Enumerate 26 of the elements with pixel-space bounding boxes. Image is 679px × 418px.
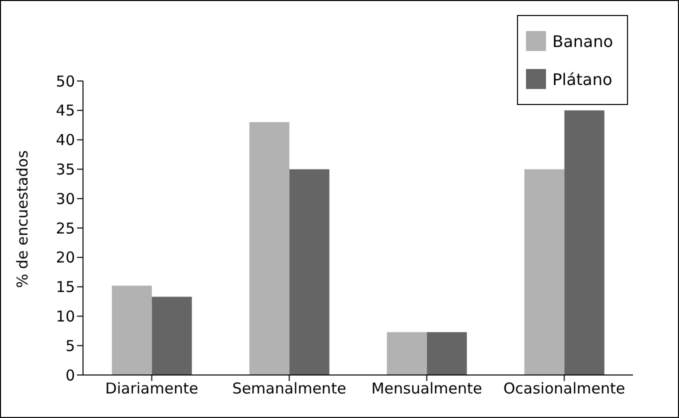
x-tick-label: Diariamente [105, 380, 198, 398]
bar [426, 332, 467, 375]
x-tick-label: Ocasionalmente [503, 380, 626, 398]
bar [386, 332, 427, 375]
y-tick-label: 30 [56, 190, 75, 208]
y-tick-label: 15 [56, 278, 75, 296]
bar [289, 169, 330, 375]
y-tick-label: 40 [56, 131, 75, 150]
bar [249, 122, 290, 375]
bar [564, 110, 604, 375]
y-tick-label: 20 [56, 248, 75, 267]
bar [152, 296, 192, 375]
bar [112, 286, 152, 375]
y-tick-label: 25 [56, 219, 75, 238]
x-tick-label: Semanalmente [232, 380, 346, 398]
y-tick-label: 5 [65, 336, 75, 355]
y-axis-title: % de encuestados [13, 150, 32, 288]
y-tick-label: 35 [56, 160, 75, 179]
x-tick-label: Mensualmente [371, 380, 482, 398]
bar [524, 169, 564, 375]
y-tick-label: 50 [56, 72, 75, 90]
legend-label: Banano [552, 32, 613, 50]
y-tick-label: 10 [56, 308, 75, 326]
y-tick-label: 0 [65, 366, 75, 384]
y-tick-label: 45 [56, 102, 75, 120]
legend-label: Plátano [552, 70, 612, 88]
